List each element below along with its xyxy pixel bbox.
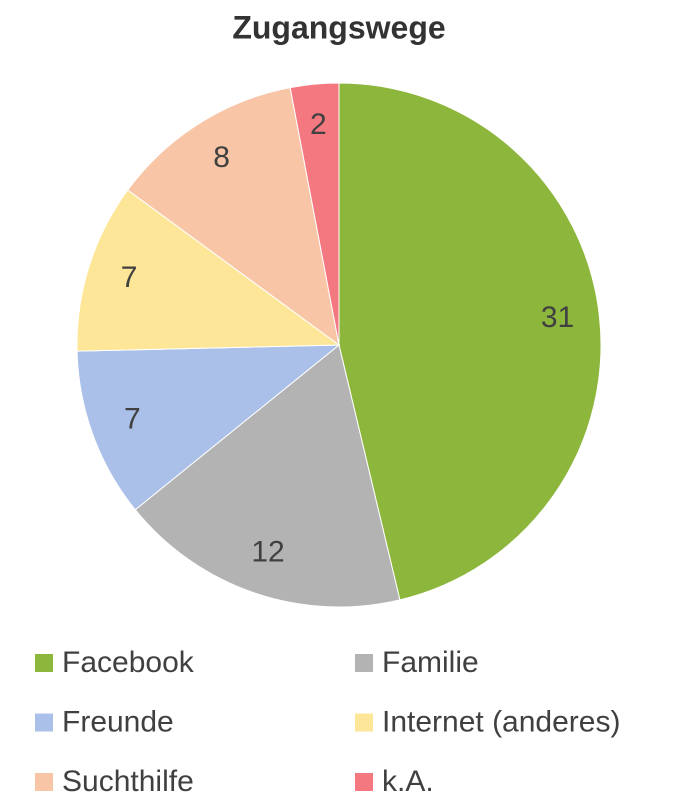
data-label: 8	[213, 141, 230, 174]
legend-swatch	[355, 773, 373, 791]
pie-slice	[338, 82, 602, 601]
legend-label: Freunde	[62, 705, 174, 738]
legend-label: Suchthilfe	[62, 765, 194, 798]
data-label: 7	[124, 403, 141, 436]
data-label: 7	[121, 261, 138, 294]
pie-slice	[76, 189, 341, 352]
legend-label: Familie	[382, 646, 479, 679]
legend-swatch	[35, 713, 53, 732]
data-label: 12	[251, 535, 284, 568]
legend-swatch	[35, 654, 53, 672]
legend-swatch	[355, 713, 373, 732]
pie-slice	[127, 87, 340, 347]
pie-slice	[76, 344, 341, 511]
data-label: 2	[310, 108, 327, 141]
pie-slice	[289, 82, 340, 346]
chart-title: Zugangswege	[232, 9, 445, 45]
legend-swatch	[355, 654, 373, 672]
legend-swatch	[35, 773, 53, 791]
legend-label: Internet (anderes)	[382, 705, 620, 738]
legend-label: Facebook	[62, 646, 195, 679]
data-label: 31	[541, 301, 574, 334]
legend-label: k.A.	[382, 765, 434, 798]
pie-slice	[134, 344, 401, 608]
